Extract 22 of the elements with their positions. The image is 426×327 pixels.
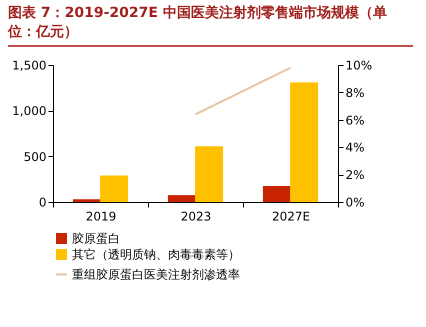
legend-label: 其它（透明质钠、肉毒毒素等） xyxy=(72,248,240,262)
chart-title: 图表 7：2019-2027E 中国医美注射剂零售端市场规模（单位：亿元） xyxy=(8,4,413,47)
y2-tick-label: 0% xyxy=(346,196,365,210)
bar xyxy=(168,195,196,202)
legend-label: 重组胶原蛋白医美注射剂渗透率 xyxy=(72,268,240,282)
y2-tick-label: 10% xyxy=(346,58,372,72)
y2-tick-label: 4% xyxy=(346,140,365,155)
x-tick-label: 2027E xyxy=(272,210,310,224)
x-tick-label: 2023 xyxy=(180,210,212,224)
bar xyxy=(100,176,128,202)
y-tick-label: 1,000 xyxy=(12,104,46,118)
y2-tick-label: 2% xyxy=(346,168,365,182)
bar xyxy=(195,146,224,202)
y-tick-label: 500 xyxy=(24,150,46,164)
y2-tick-label: 6% xyxy=(346,113,365,128)
legend-label: 胶原蛋白 xyxy=(72,232,120,246)
y2-tick-label: 8% xyxy=(346,86,365,100)
bar xyxy=(290,82,318,202)
bar xyxy=(262,186,291,202)
y-tick-label: 0 xyxy=(38,196,46,210)
x-tick-label: 2019 xyxy=(86,210,116,224)
y-tick-label: 1,500 xyxy=(12,58,46,72)
